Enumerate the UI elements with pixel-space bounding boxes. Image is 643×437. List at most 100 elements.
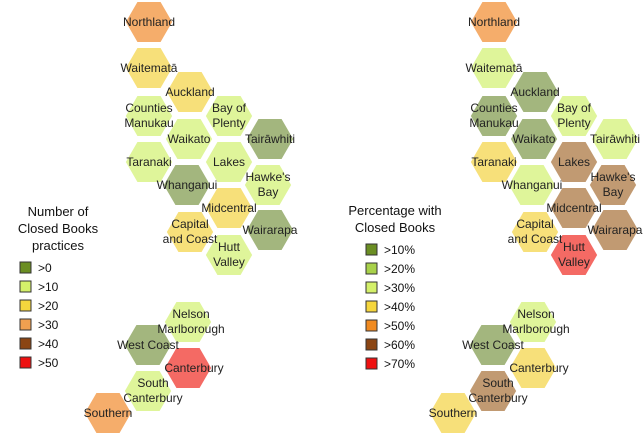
region-hex-south-canterbury: [123, 369, 173, 413]
legend-swatch: [365, 319, 378, 332]
region-hex-nelson-marlborough: [508, 300, 558, 344]
legend-label: >30: [38, 318, 59, 332]
legend-swatch: [19, 318, 32, 331]
region-hex-midcentral: [204, 186, 254, 230]
legend-title-line: Number of: [28, 204, 89, 219]
legend-number-of-practices: Number of Closed Books practices >0 >10 >2…: [18, 204, 99, 370]
legend-title-line: practices: [32, 238, 85, 253]
region-label-northland: Northland: [468, 15, 520, 29]
region-hex-northland: [469, 0, 519, 44]
legend-label: >30%: [384, 281, 415, 295]
region-hex-waitemata: [469, 46, 519, 90]
region-label-bay-of-plenty: Bay of Plenty: [557, 101, 592, 130]
region-label-capital-and-coast: Capital and Coast: [163, 217, 218, 246]
region-label-northland: Northland: [123, 15, 175, 29]
region-hex-taranaki: [124, 140, 174, 184]
legend-title-line: Closed Books: [18, 221, 99, 236]
legend-swatch: [19, 299, 32, 312]
legend-label: >0: [38, 261, 52, 275]
region-hex-canterbury: [508, 346, 558, 390]
legend-label: >20: [38, 299, 59, 313]
legend-title-line: Percentage with: [348, 203, 441, 218]
legend-swatch: [365, 243, 378, 256]
region-label-wairarapa: Wairarapa: [243, 223, 298, 237]
region-label-bay-of-plenty: Bay of Plenty: [212, 101, 247, 130]
region-label-waitemata: Waitematā: [466, 61, 523, 75]
region-hex-waikato: [509, 117, 559, 161]
region-label-counties-manukau: Counties Manukau: [124, 101, 173, 130]
region-label-auckland: Auckland: [165, 85, 214, 99]
region-hex-lakes: [549, 140, 599, 184]
region-label-west-coast: West Coast: [462, 338, 524, 352]
legend-swatch: [365, 262, 378, 275]
legend-swatch: [19, 261, 32, 274]
region-hex-whanganui: [507, 163, 557, 207]
region-label-taranaki: Taranaki: [126, 155, 171, 169]
region-label-wairarapa: Wairarapa: [588, 223, 643, 237]
region-hex-west-coast: [468, 323, 518, 367]
region-label-auckland: Auckland: [510, 85, 559, 99]
legend-label: >70%: [384, 357, 415, 371]
region-hex-west-coast: [123, 323, 173, 367]
map-number-of-practices: Northland Waitematā Auckland Counties Manuka…: [83, 0, 298, 435]
region-label-south-canterbury: South Canterbury: [468, 376, 527, 405]
legend-label: >40: [38, 337, 59, 351]
region-hex-wairarapa: [590, 208, 640, 252]
region-hex-hutt-valley: [204, 233, 254, 277]
legend-title-line: Closed Books: [355, 220, 436, 235]
region-label-midcentral: Midcentral: [201, 201, 256, 215]
region-hex-capital-and-coast: [510, 210, 560, 254]
region-label-lakes: Lakes: [213, 155, 245, 169]
legend-swatch: [19, 356, 32, 369]
legend-label: >60%: [384, 338, 415, 352]
region-hex-northland: [124, 0, 174, 44]
region-label-nelson-marlborough: Nelson Marlborough: [157, 307, 224, 336]
region-hex-waikato: [164, 117, 214, 161]
region-label-lakes: Lakes: [558, 155, 590, 169]
region-label-tairawhiti: Tairāwhiti: [245, 132, 295, 146]
region-label-waitemata: Waitematā: [121, 61, 178, 75]
region-hex-whanganui: [162, 163, 212, 207]
region-label-capital-and-coast: Capital and Coast: [508, 217, 563, 246]
legend-swatch: [365, 338, 378, 351]
region-hex-hutt-valley: [549, 233, 599, 277]
region-hex-hawke-s-bay: [243, 163, 293, 207]
region-label-hawke-s-bay: Hawke's Bay: [591, 170, 636, 199]
legend-label: >10: [38, 280, 59, 294]
region-hex-capital-and-coast: [165, 210, 215, 254]
region-hex-midcentral: [549, 186, 599, 230]
legend-swatch: [365, 357, 378, 370]
region-label-whanganui: Whanganui: [157, 178, 218, 192]
region-hex-southern: [83, 391, 133, 435]
region-hex-counties-manukau: [124, 94, 174, 138]
region-label-nelson-marlborough: Nelson Marlborough: [502, 307, 569, 336]
legend-swatch: [365, 300, 378, 313]
region-hex-tairawhiti: [590, 117, 640, 161]
region-label-tairawhiti: Tairāwhiti: [590, 132, 640, 146]
legend-label: >40%: [384, 300, 415, 314]
region-label-southern: Southern: [429, 406, 478, 420]
region-label-midcentral: Midcentral: [546, 201, 601, 215]
legend-label: >50%: [384, 319, 415, 333]
region-label-hawke-s-bay: Hawke's Bay: [246, 170, 291, 199]
region-hex-bay-of-plenty: [204, 94, 254, 138]
region-hex-canterbury: [163, 346, 213, 390]
region-label-hutt-valley: Hutt Valley: [558, 240, 590, 269]
region-hex-waitemata: [124, 46, 174, 90]
region-hex-lakes: [204, 140, 254, 184]
legend-label: >10%: [384, 243, 415, 257]
legend-percentage-closed-books: Percentage with Closed Books >10% >20% >30…: [348, 203, 441, 371]
region-label-waikato: Waikato: [513, 132, 556, 146]
region-hex-southern: [428, 391, 478, 435]
region-label-southern: Southern: [84, 406, 133, 420]
region-hex-auckland: [165, 70, 215, 114]
region-label-waikato: Waikato: [168, 132, 211, 146]
legend-label: >20%: [384, 262, 415, 276]
region-hex-counties-manukau: [469, 94, 519, 138]
map-percentage-closed-books: Northland Waitematā Auckland Counties Manuka…: [428, 0, 643, 435]
region-label-canterbury: Canterbury: [164, 361, 223, 375]
region-hex-wairarapa: [245, 208, 295, 252]
region-hex-tairawhiti: [245, 117, 295, 161]
region-hex-auckland: [510, 70, 560, 114]
